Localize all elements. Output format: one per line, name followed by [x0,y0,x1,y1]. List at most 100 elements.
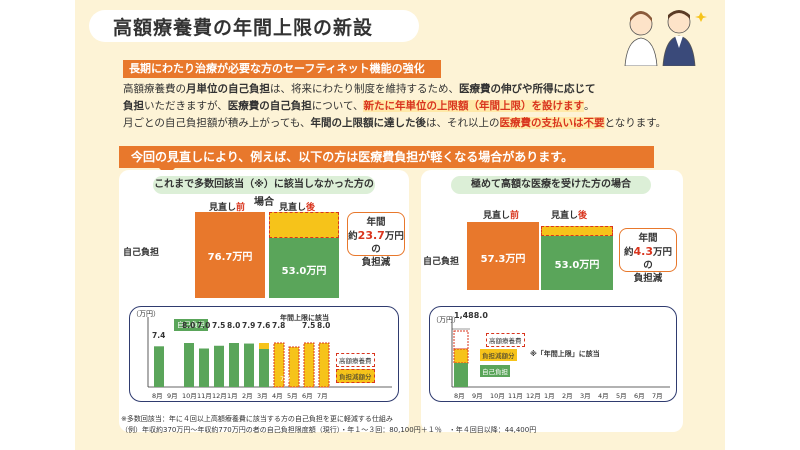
text-red: 後 [306,203,316,213]
text: 万円の [371,231,404,255]
text-red: 4.3 [633,245,654,258]
month-label: 1月 [544,392,555,400]
month-value: 8.0 [182,321,196,330]
first-value: 1,488.0 [454,311,488,320]
text: について、 [311,100,364,112]
text-bold: 月単位の自己負担 [186,83,270,95]
text: 見直し [483,211,511,221]
self-bar [199,348,209,387]
left-before-bar: 76.7万円 [195,212,265,298]
slide: 高額療養費の年間上限の新設 長期にわたり治療が必要な方のセーフティネット機能の強… [75,0,725,450]
intro-panel: 長期にわたり治療が必要な方のセーフティネット機能の強化 高額療養費の月単位の自己… [105,58,695,132]
reduce-bar [318,342,330,388]
month-label: 2月 [242,392,253,400]
text-red: 前 [510,211,520,221]
text: 高額療養費の [123,83,186,95]
footnote-2: （例）年収約370万円～年収約770万円の者の自己負担限度額（現行）・年１～３回… [121,426,537,434]
text: 見直し [551,211,579,221]
text: は、将来にわたり制度を維持するため、 [270,83,459,95]
text: 負担減 [633,273,663,284]
self-bar [184,343,194,387]
month-label: 7月 [652,392,663,400]
left-card: これまで多数回該当（※）に該当しなかった方の場合 見直し前 見直し後 自己負担 … [119,170,409,432]
text: 月ごとの自己負担額が積み上がっても、 [123,117,311,129]
bar-value: 53.0万円 [554,260,600,271]
month-value: 7.0 [197,321,211,330]
title-box: 高額療養費の年間上限の新設 [89,10,419,42]
footnote-1: ※多数回該当：年に４回以上高額療養費に該当する方の自己負担を更に軽減する仕組み [121,415,393,423]
month-label: 9月 [472,392,483,400]
kogaku-rect [453,330,469,350]
left-reduced-bar [269,212,339,238]
legend-self: 自己負担 [480,365,510,377]
text: 。 [583,100,595,112]
legend-reduce: 負担減額分 [480,349,517,361]
legend-kogaku: 高額療養費 [336,353,375,367]
month-label: 4月 [598,392,609,400]
text-bold: 医療費の自己負担 [227,100,312,112]
text: 見直し [209,203,237,213]
right-pill: 極めて高額な医療を受けた方の場合 [451,176,651,194]
month-label: 10月 [182,392,197,400]
left-self-label: 自己負担 [123,248,160,258]
unit-label: （万円） [132,310,160,318]
month-label: 7月 [317,392,328,400]
intro-line-3: 月ごとの自己負担額が積み上がっても、年間の上限額に達した後は、それ以上の医療費の… [123,115,666,130]
right-before-bar: 57.3万円 [467,222,539,290]
month-label: 10月 [490,392,505,400]
right-after-label: 見直し後 [551,208,587,221]
month-value: 7.5 [212,321,226,330]
right-card: 極めて高額な医療を受けた方の場合 見直し前 見直し後 自己負担 57.3万円 5… [421,170,683,432]
right-self-label: 自己負担 [423,257,460,267]
self-bar [259,349,269,387]
text-red: 新たに年単位の上限額（年間上限）を設けます [363,100,584,112]
text: 約 [623,247,634,258]
month-label: 6月 [634,392,645,400]
self-bar [214,345,224,387]
text: は、それ以上の [426,117,500,129]
self-bar [244,343,254,387]
text: 見直し [279,203,307,213]
left-after-bar: 53.0万円 [269,238,339,298]
month-label: 9月 [167,392,178,400]
self-bar [154,346,164,387]
bar-value: 57.3万円 [480,254,526,265]
right-monthly-chart: （万円） 1,488.0 高額療養費 負担減額分 ※「年間上限」に該当 自己負担… [429,306,677,402]
month-label: 8月 [454,392,465,400]
text: 約 [348,231,358,242]
month-label: 5月 [287,392,298,400]
people-illustration [624,10,707,66]
left-monthly-chart: （万円） 年間上限に該当 自己負担 高額療養費 負担減額分 7.2 7.4 8.0… [129,306,399,402]
self-bar [229,343,239,387]
unit-label: （万円） [432,316,460,324]
month-label: 6月 [302,392,313,400]
intro-banner: 長期にわたり治療が必要な方のセーフティネット機能の強化 [123,60,441,78]
month-label: 2月 [562,392,573,400]
legend-self: 自己負担 [174,319,208,331]
right-reduced-bar [541,226,613,236]
right-callout: 年間 約4.3万円の 負担減 [619,228,677,284]
callout-line: 約23.7万円の [348,229,404,256]
month-value: 8.0 [317,321,331,330]
month-label: 3月 [580,392,591,400]
text: 負担減 [361,257,391,268]
month-label: 1月 [227,392,238,400]
month-value: 8.0 [227,321,241,330]
text-bold: 負担 [123,100,144,112]
left-before-label: 見直し前 [209,200,245,213]
left-monthly-svg [147,317,392,388]
callout-line: 約4.3万円の [620,245,676,272]
month-label: 11月 [508,392,523,400]
month-label: 4月 [272,392,283,400]
reduce-bar [259,343,269,349]
right-monthly-svg [451,317,670,388]
self-rect [454,363,468,387]
right-before-label: 見直し前 [483,208,519,221]
text-red: 後 [578,211,588,221]
text-red: 23.7 [357,229,385,242]
reduce-bar [288,346,300,388]
section-banner: 今回の見直しにより、例えば、以下の方は医療費負担が軽くなる場合があります。 [119,146,654,176]
page-title: 高額療養費の年間上限の新設 [113,16,374,39]
month-value: 7.4 [152,331,166,340]
left-after-label: 見直し後 [279,200,315,213]
